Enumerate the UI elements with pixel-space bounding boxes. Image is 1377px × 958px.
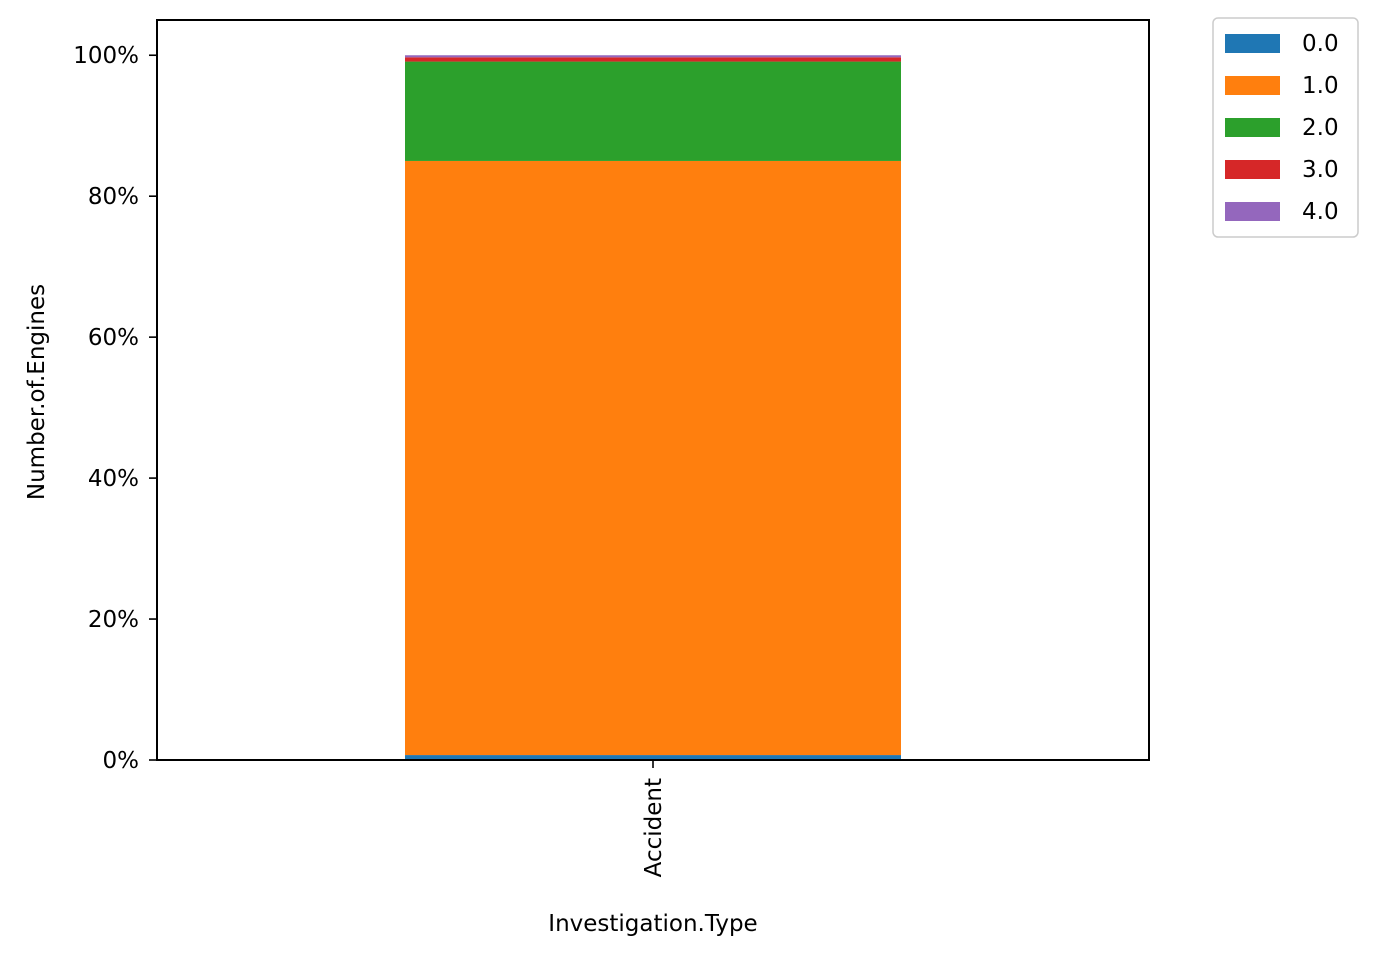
x-axis: Accident (641, 760, 667, 877)
legend-label: 1.0 (1302, 73, 1339, 99)
bar-segment-4-0 (405, 55, 901, 58)
bars-group (405, 55, 901, 760)
legend: 0.0 1.0 2.0 3.0 4.0 (1212, 17, 1359, 238)
legend-frame (1212, 17, 1359, 238)
legend-label: 2.0 (1302, 115, 1339, 141)
y-tick-label: 20% (88, 607, 139, 633)
y-axis-label: Number.of.Engines (24, 284, 50, 500)
y-tick-label: 80% (88, 184, 139, 210)
legend-swatch-0-0 (1225, 34, 1280, 53)
legend-swatch-4-0 (1225, 202, 1280, 221)
bar-segment-0-0 (405, 755, 901, 760)
legend-swatch-1-0 (1225, 76, 1280, 95)
x-axis-label: Investigation.Type (548, 911, 757, 937)
y-tick-label: 40% (88, 466, 139, 492)
legend-swatch-2-0 (1225, 118, 1280, 137)
bar-segment-2-0 (405, 61, 901, 161)
legend-swatch-3-0 (1225, 160, 1280, 179)
x-tick-label: Accident (641, 778, 667, 877)
bar-segment-1-0 (405, 160, 901, 756)
y-tick-label: 100% (73, 43, 139, 69)
bar-segment-3-0 (405, 57, 901, 62)
y-axis: 0% 20% 40% 60% 80% 100% (73, 43, 157, 774)
legend-label: 4.0 (1302, 199, 1339, 225)
legend-label: 0.0 (1302, 31, 1339, 57)
y-tick-label: 0% (103, 748, 140, 774)
legend-label: 3.0 (1302, 157, 1339, 183)
y-tick-label: 60% (88, 325, 139, 351)
